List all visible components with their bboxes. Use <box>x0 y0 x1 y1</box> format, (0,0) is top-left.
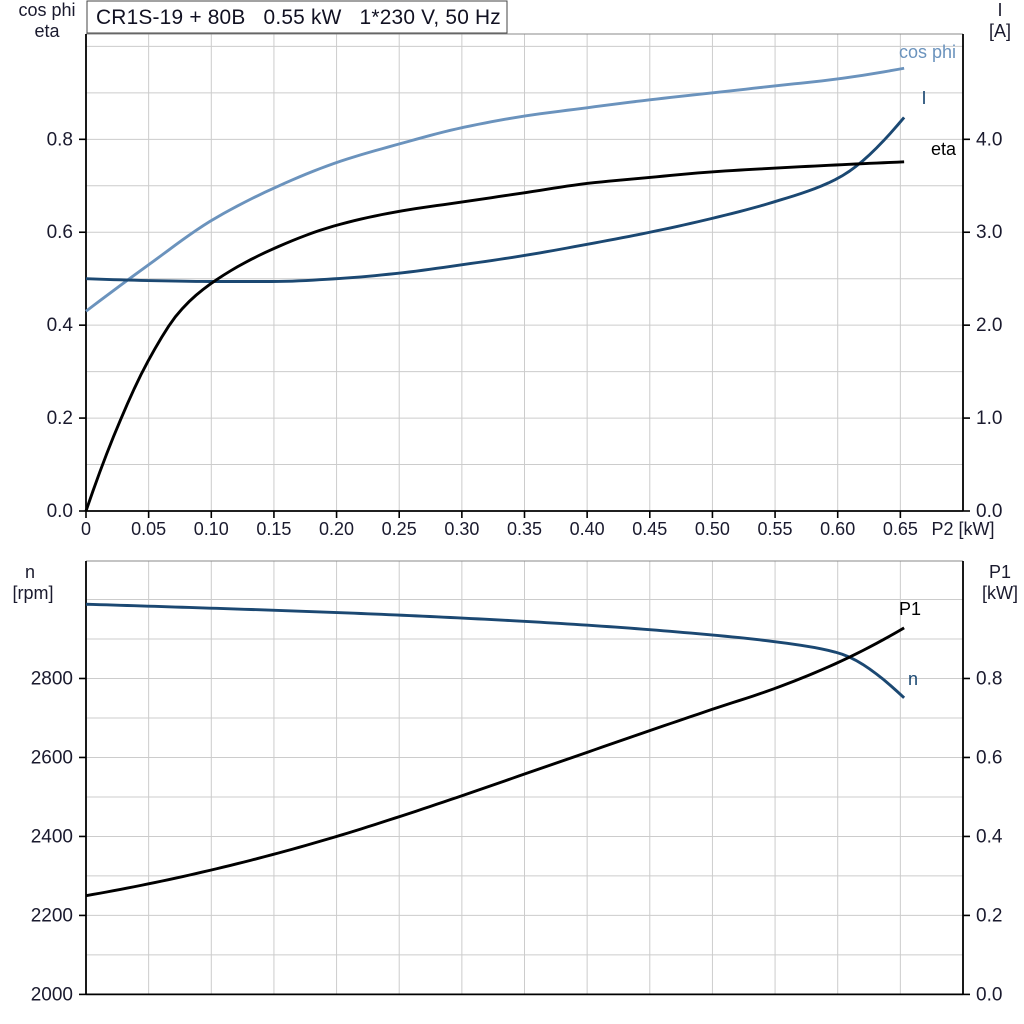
svg-text:[kW]: [kW] <box>982 583 1018 603</box>
svg-text:2600: 2600 <box>31 747 73 768</box>
svg-text:[rpm]: [rpm] <box>12 583 53 603</box>
svg-text:0.0: 0.0 <box>47 501 73 522</box>
svg-text:P2 [kW]: P2 [kW] <box>931 519 994 539</box>
svg-text:2000: 2000 <box>31 984 73 1005</box>
svg-text:0.05: 0.05 <box>131 519 166 539</box>
svg-text:cos phi: cos phi <box>18 0 75 20</box>
svg-text:3.0: 3.0 <box>976 222 1002 243</box>
svg-text:n: n <box>25 562 35 582</box>
svg-text:0.4: 0.4 <box>976 826 1003 847</box>
svg-text:CR1S-19 + 80B 0.55 kW 1*23: CR1S-19 + 80B 0.55 kW 1*230 V, 50 Hz <box>96 6 501 29</box>
svg-text:0.50: 0.50 <box>695 519 730 539</box>
svg-text:2400: 2400 <box>31 826 73 847</box>
svg-text:0.25: 0.25 <box>382 519 417 539</box>
svg-text:I: I <box>921 88 926 108</box>
svg-text:2800: 2800 <box>31 668 73 689</box>
svg-text:0.45: 0.45 <box>632 519 667 539</box>
svg-text:4.0: 4.0 <box>976 129 1002 150</box>
svg-text:0.4: 0.4 <box>47 315 74 336</box>
svg-text:0.6: 0.6 <box>47 222 73 243</box>
svg-text:0.35: 0.35 <box>507 519 542 539</box>
svg-text:0.20: 0.20 <box>319 519 354 539</box>
svg-text:0.0: 0.0 <box>976 984 1002 1005</box>
svg-text:1.0: 1.0 <box>976 408 1002 429</box>
svg-text:n: n <box>908 669 918 689</box>
svg-text:0.30: 0.30 <box>444 519 479 539</box>
svg-text:0.8: 0.8 <box>47 129 73 150</box>
svg-text:0.8: 0.8 <box>976 668 1002 689</box>
svg-text:0.65: 0.65 <box>883 519 918 539</box>
svg-text:I: I <box>997 0 1002 20</box>
svg-text:0.6: 0.6 <box>976 747 1002 768</box>
svg-text:0.40: 0.40 <box>570 519 605 539</box>
svg-text:[A]: [A] <box>989 21 1011 41</box>
svg-text:0.10: 0.10 <box>194 519 229 539</box>
svg-text:2.0: 2.0 <box>976 315 1002 336</box>
svg-text:0.2: 0.2 <box>47 408 73 429</box>
svg-text:2200: 2200 <box>31 905 73 926</box>
svg-text:0.15: 0.15 <box>256 519 291 539</box>
svg-text:0.2: 0.2 <box>976 905 1002 926</box>
svg-text:eta: eta <box>34 21 60 41</box>
svg-text:cos phi: cos phi <box>899 42 956 62</box>
svg-text:0: 0 <box>81 519 91 539</box>
svg-text:0.60: 0.60 <box>820 519 855 539</box>
svg-text:P1: P1 <box>899 599 921 619</box>
svg-text:P1: P1 <box>989 562 1011 582</box>
svg-text:eta: eta <box>931 139 957 159</box>
svg-text:0.55: 0.55 <box>758 519 793 539</box>
